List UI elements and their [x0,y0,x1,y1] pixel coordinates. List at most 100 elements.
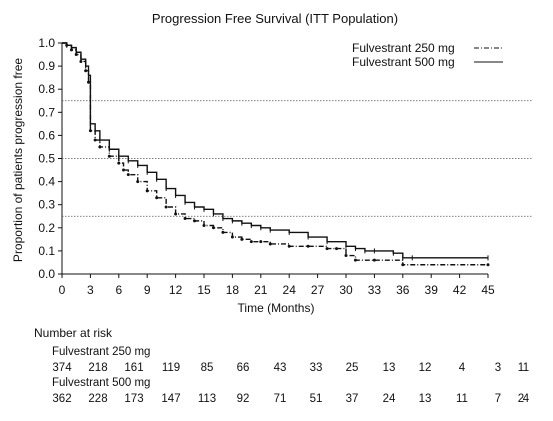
risk-value: 1 [523,362,529,374]
x-tick-label: 24 [283,283,297,297]
risk-table: Number at risk Fulvestrant 250 mg 374 218… [34,326,530,405]
x-tick-label: 18 [226,283,240,297]
censor-mark-250 [202,223,206,227]
censor-mark-250 [183,217,187,221]
censor-mark-250 [107,154,111,158]
x-tick-label: 33 [368,283,382,297]
risk-row-label-250: Fulvestrant 250 mg [52,346,150,358]
risk-value: 71 [274,393,287,405]
y-axis-label: Proportion of patients progression free [11,58,25,262]
risk-value: 51 [310,393,323,405]
y-tick-label: 0.3 [38,198,55,212]
risk-value: 4 [459,362,466,374]
censor-mark-250 [136,180,140,184]
risk-row-250: 374 218 161 119 85 66 43 33 25 13 12 4 3 11 [52,362,529,374]
x-tick-label: 3 [87,283,94,297]
risk-value: 11 [456,393,468,405]
censor-mark-250 [164,205,168,209]
x-axis-label: Time (Months) [238,301,315,315]
x-tick-label: 9 [144,283,151,297]
y-tick-label: 0.9 [38,59,55,73]
y-tick-label: 0.7 [38,105,55,119]
censor-mark-250 [325,247,329,251]
risk-value: 43 [274,362,287,374]
censor-mark-250 [88,129,92,133]
censor-mark-250 [221,230,225,234]
censor-mark-250 [249,240,253,244]
risk-value: 374 [52,362,72,374]
x-tick-label: 27 [311,283,325,297]
plot-area: 0.0 0.1 0.2 0.3 0.4 0.5 0.6 0.7 0.8 0.9 1.0 0 3 6 9 12 1… [38,36,532,297]
risk-value: 1 [518,362,524,374]
risk-value: 13 [419,393,432,405]
risk-value: 12 [419,362,432,374]
series-line-250 [62,42,488,266]
x-tick-label: 12 [169,283,183,297]
risk-row-500: 362 228 173 147 113 92 71 51 37 24 13 11 7 42 [52,393,529,405]
censor-mark-250 [193,219,197,223]
risk-value: 66 [237,362,250,374]
y-tick-label: 1.0 [38,36,55,50]
legend-label-250: Fulvestrant 250 mg [352,41,455,55]
risk-table-title: Number at risk [34,326,113,340]
censor-mark-250 [306,244,310,248]
censor-mark-250 [353,258,357,262]
censor-mark-250 [122,168,126,172]
x-tick-label: 30 [339,283,353,297]
y-tick-label: 0.2 [38,221,55,235]
risk-value: 25 [346,362,359,374]
risk-value: 24 [383,393,396,405]
y-tick-label: 0.1 [38,244,55,258]
risk-value: 4 [523,393,530,405]
y-tick-label: 0.6 [38,128,55,142]
risk-value: 2 [518,393,524,405]
censor-mark-250 [145,189,149,193]
legend: Fulvestrant 250 mg Fulvestrant 500 mg [352,41,503,69]
censor-mark-250 [268,242,272,246]
y-tick-label: 0.4 [38,175,55,189]
censor-mark-250 [287,244,291,248]
x-tick-label: 36 [396,283,410,297]
x-tick-label: 45 [481,283,495,297]
risk-value: 3 [495,362,501,374]
risk-value: 173 [124,393,143,405]
censor-mark-250 [126,173,130,177]
y-tick-label: 0.0 [38,267,55,281]
censor-mark-250 [486,263,490,267]
censor-mark-250 [87,80,91,84]
chart-title: Progression Free Survival (ITT Populatio… [152,11,398,26]
risk-value: 228 [88,393,107,405]
y-tick-label: 0.5 [38,152,55,166]
censor-mark-250 [211,226,215,230]
censor-mark-250 [401,263,405,267]
censor-mark-250 [335,247,339,251]
x-tick-label: 15 [197,283,211,297]
y-tick-label: 0.8 [38,82,55,96]
censor-mark-250 [240,237,244,241]
risk-value: 37 [346,393,359,405]
censor-mark-250 [230,235,234,239]
x-tick-label: 21 [254,283,268,297]
risk-value: 119 [162,362,180,374]
risk-value: 218 [88,362,107,374]
x-tick-label: 39 [425,283,439,297]
series-line-500 [62,42,488,259]
censor-mark-250 [174,212,178,216]
censor-mark-250 [117,161,121,165]
risk-value: 161 [124,362,143,374]
risk-value: 92 [237,393,250,405]
censor-mark-250 [98,145,102,149]
censor-mark-250 [84,69,88,73]
legend-label-500: Fulvestrant 500 mg [352,55,455,69]
censor-mark-250 [259,240,263,244]
risk-value: 147 [161,393,180,405]
risk-row-label-500: Fulvestrant 500 mg [52,377,150,389]
censor-mark-250 [155,196,159,200]
x-tick-label: 0 [59,283,66,297]
censor-mark-250 [372,258,376,262]
censor-mark-250 [93,138,97,142]
risk-value: 33 [310,362,323,374]
x-tick-label: 42 [453,283,467,297]
risk-value: 13 [383,362,396,374]
